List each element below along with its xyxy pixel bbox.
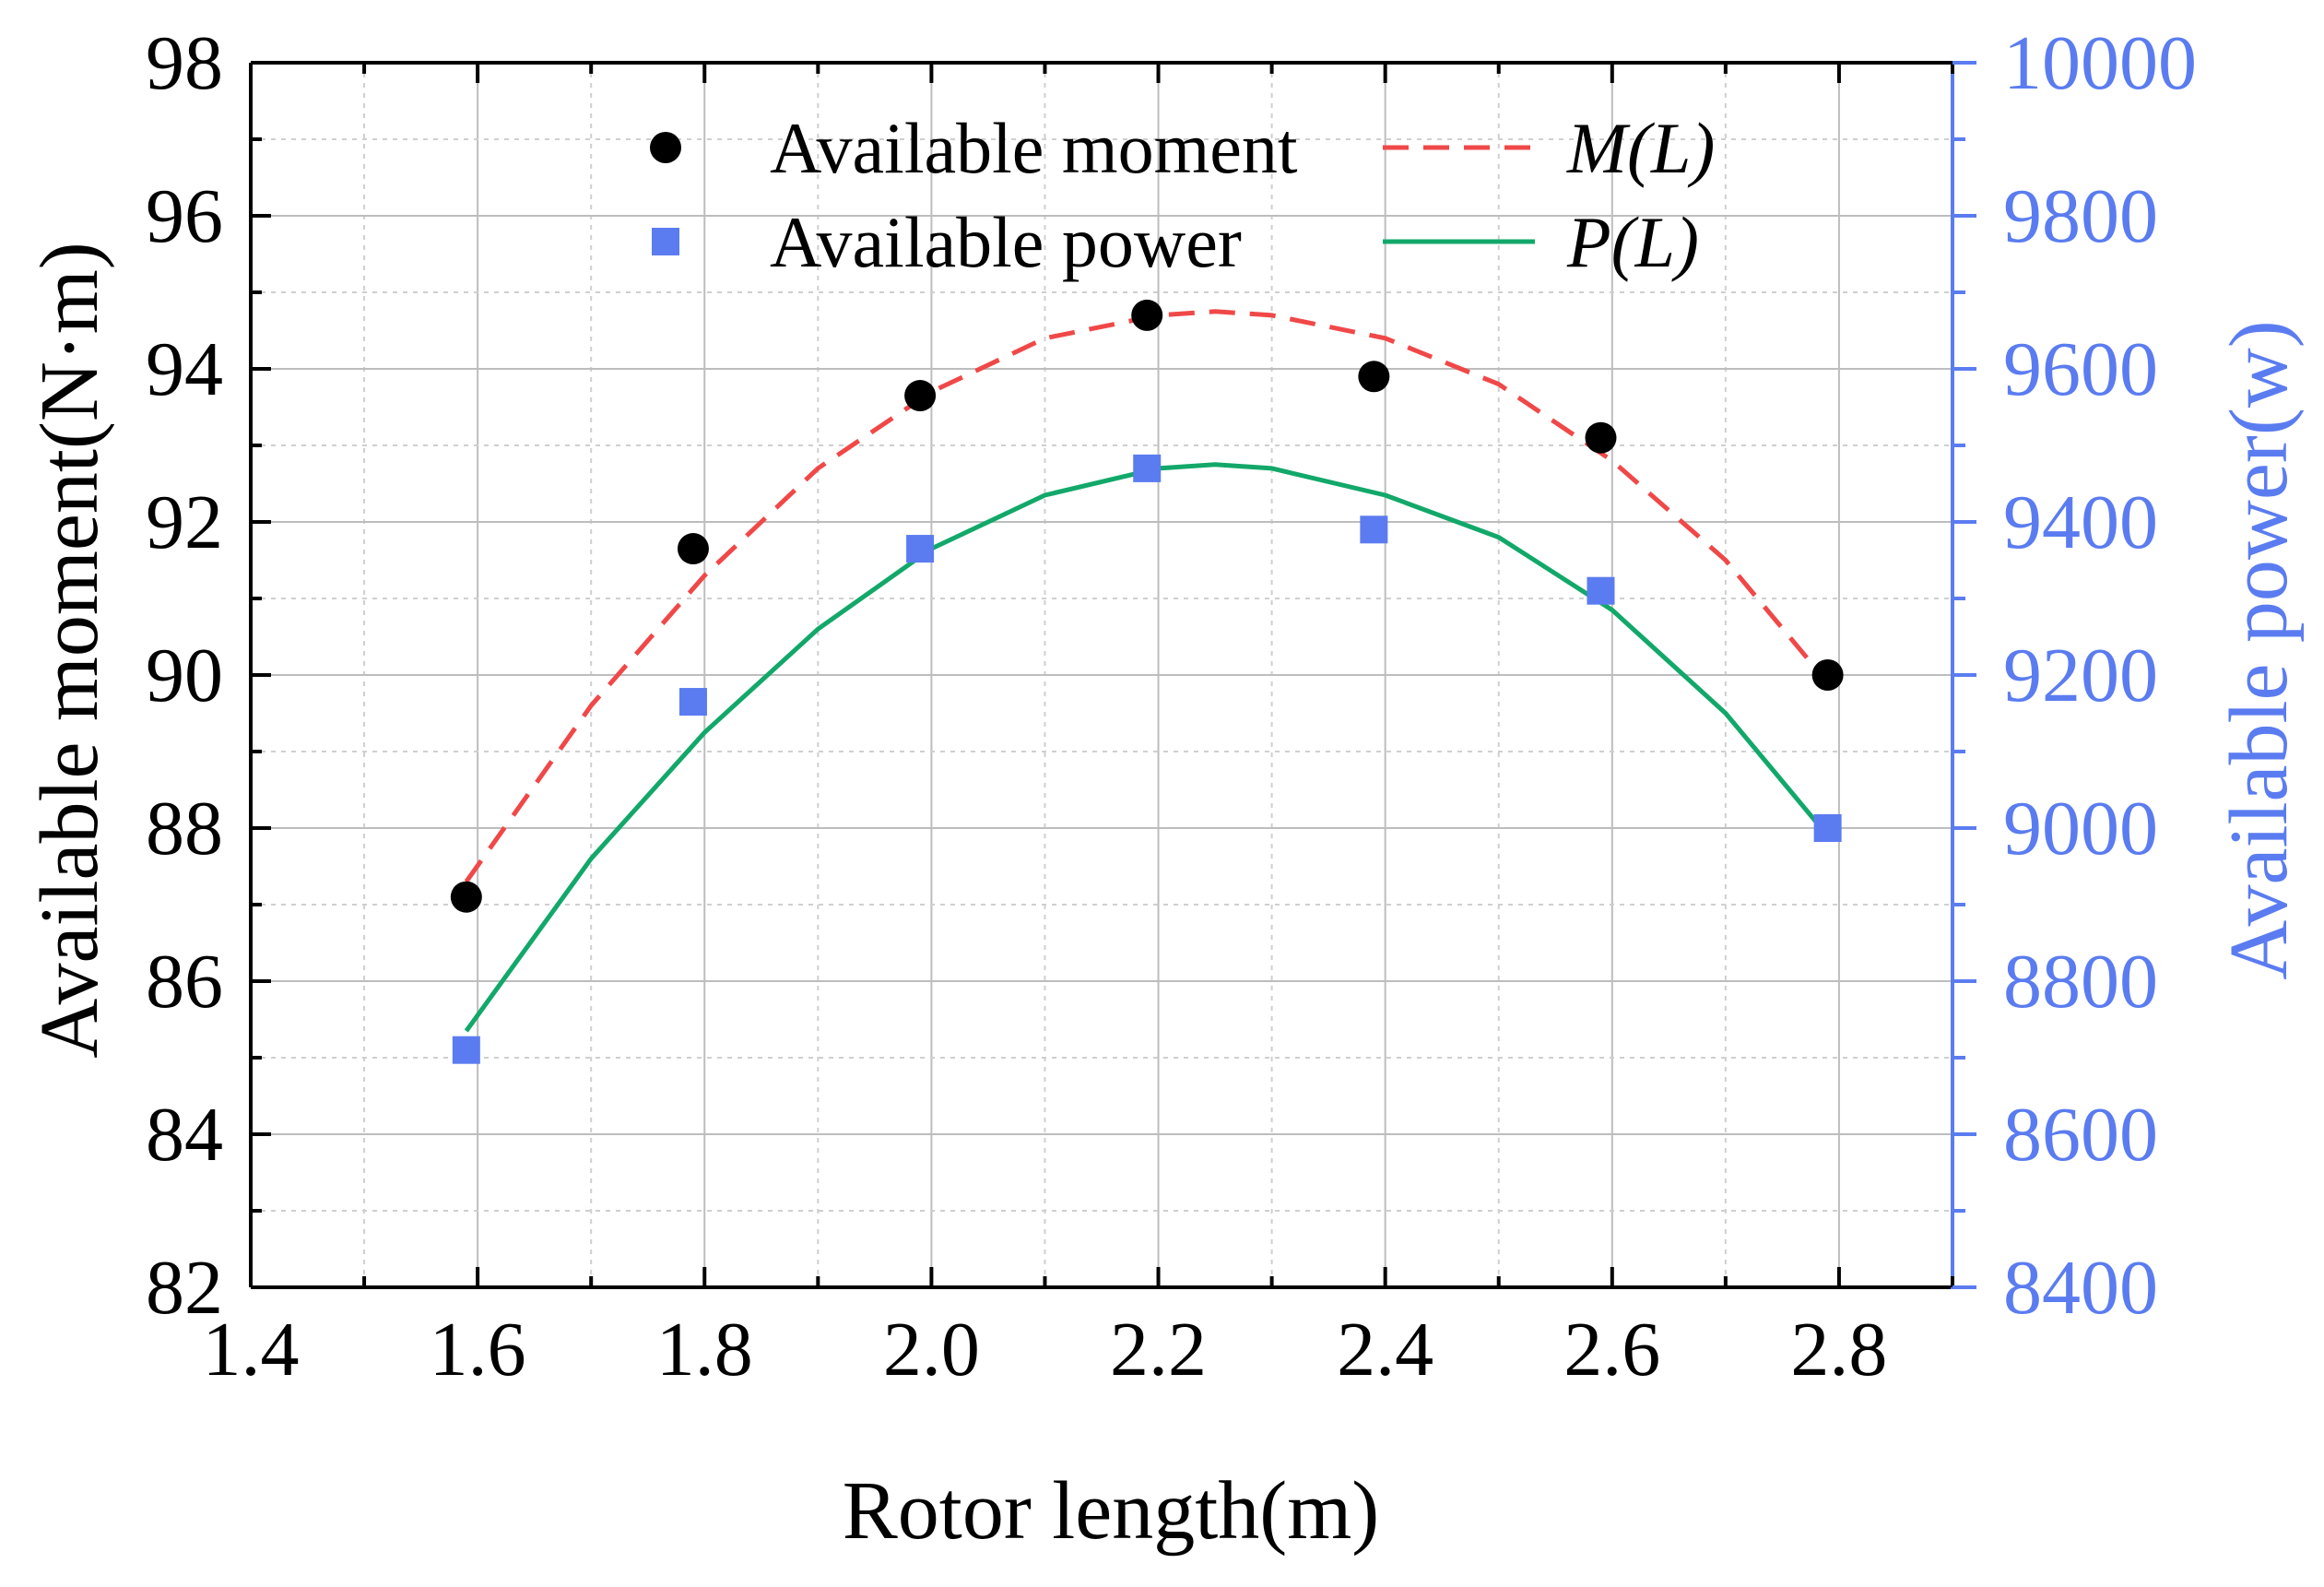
data-points: [450, 299, 1844, 1064]
moment-point: [1131, 299, 1163, 331]
legend-available-power-label: Available power: [770, 202, 1242, 282]
power-point: [1133, 454, 1162, 482]
y-left-tick-label: 94: [146, 326, 223, 412]
grid: [251, 63, 1952, 1287]
y-right-tick-label: 8800: [2003, 939, 2158, 1024]
y-left-tick-label: 88: [146, 786, 223, 871]
y-axis-left-title: Available moment(N·m): [24, 242, 115, 1059]
x-tick-label: 1.6: [430, 1307, 526, 1392]
moment-point: [1585, 421, 1617, 454]
legend: Available moment M(L) Available power P(L): [650, 108, 1715, 282]
moment-point: [677, 533, 709, 565]
y-left-tick-label: 90: [146, 633, 223, 718]
y-left-tick-label: 98: [146, 20, 223, 106]
y-left-tick-label: 86: [146, 939, 223, 1024]
legend-available-power-marker: [652, 228, 679, 255]
power-point: [452, 1036, 480, 1064]
y-left-tick-label: 84: [146, 1092, 223, 1178]
power-point: [678, 688, 707, 717]
x-tick-label: 2.0: [883, 1307, 980, 1392]
y-left-tick-label: 96: [146, 173, 223, 259]
axes: 1.4 1.6 1.8 2.0 2.2 2.4 2.6 2.8 82 84 86 88 90 92 94 96…: [146, 20, 2197, 1392]
x-tick-label: 2.2: [1110, 1307, 1207, 1392]
x-axis-title: Rotor length(m): [843, 1465, 1379, 1557]
moment-point: [450, 881, 482, 913]
y-left-tick-label: 92: [146, 480, 223, 565]
legend-available-moment-label: Available moment: [770, 108, 1298, 188]
y-right-tick-label: 9000: [2003, 786, 2158, 871]
y-axis-right-title: Available power(w): [2213, 320, 2305, 980]
moment-point: [1358, 361, 1390, 393]
moment-point: [904, 380, 937, 412]
legend-available-moment-marker: [650, 132, 681, 163]
moment-point: [1811, 659, 1844, 691]
y-right-tick-label: 9400: [2003, 480, 2158, 565]
y-left-tick-label: 82: [146, 1245, 223, 1331]
y-right-tick-label: 8600: [2003, 1092, 2158, 1178]
power-point: [1360, 515, 1388, 544]
x-tick-label: 1.4: [203, 1307, 300, 1392]
y-right-tick-label: 8400: [2003, 1245, 2158, 1331]
y-right-tick-label: 9600: [2003, 326, 2158, 412]
x-tick-label: 2.4: [1337, 1307, 1433, 1392]
power-point: [906, 535, 935, 563]
y-right-tick-label: 9200: [2003, 633, 2158, 718]
legend-m-of-l-label: M(L): [1566, 108, 1715, 188]
power-point: [1813, 814, 1842, 842]
power-point: [1587, 576, 1615, 605]
legend-p-of-l-label: P(L): [1566, 202, 1699, 282]
y-right-tick-label: 9800: [2003, 173, 2158, 259]
y-right-tick-label: 10000: [2003, 20, 2197, 106]
x-tick-label: 2.6: [1563, 1307, 1660, 1392]
x-tick-label: 1.8: [656, 1307, 753, 1392]
x-tick-label: 2.8: [1790, 1307, 1887, 1392]
